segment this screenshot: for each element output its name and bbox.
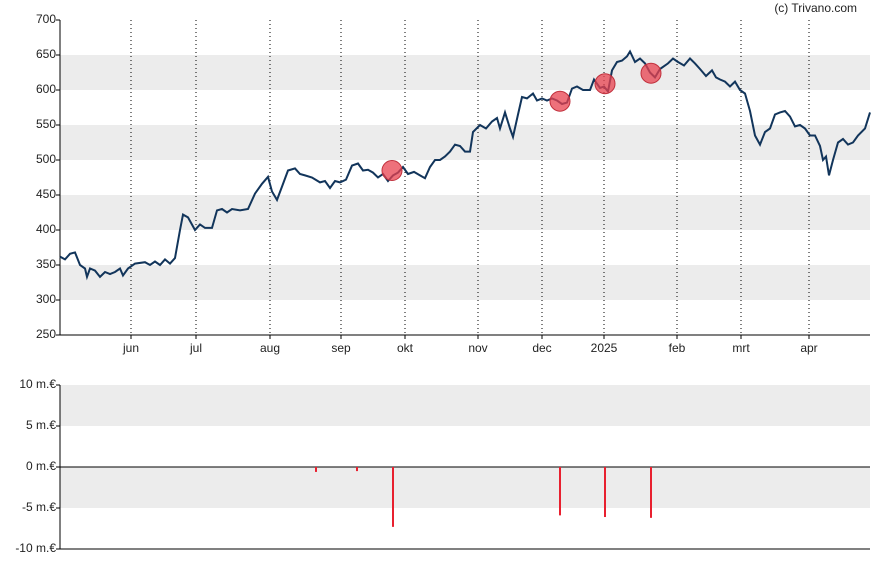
copyright: (c) Trivano.com [774,1,857,15]
transaction-marker [381,160,403,181]
x-tick-label: jun [122,341,139,355]
bar [604,467,606,518]
x-tick-label: mrt [732,341,750,355]
x-tick-label: jul [189,341,202,355]
transaction-marker [594,73,616,95]
x-tick-label: feb [669,341,686,355]
y-tick-label: 650 [36,47,56,61]
x-tick-label: 2025 [591,341,618,355]
price-line [59,49,871,281]
grid-band [60,385,870,426]
y-tick-label: 0 m.€ [26,459,56,473]
bar [392,467,394,527]
y-tick-label: -5 m.€ [22,500,56,514]
grid-band [60,467,870,508]
y-tick-label: 250 [36,327,56,341]
transaction-marker [549,90,571,112]
grid-band [60,55,870,90]
bar [315,467,317,472]
x-tick-label: sep [331,341,351,355]
y-tick-label: 700 [36,12,56,26]
y-tick-label: 500 [36,152,56,166]
y-tick-label: -10 m.€ [15,541,56,555]
x-tick-label: dec [532,341,551,355]
grid-band [60,265,870,300]
x-tick-label: apr [800,341,817,355]
y-tick-label: 550 [36,117,56,131]
y-tick-label: 350 [36,257,56,271]
bar [559,467,561,516]
bar [650,467,652,518]
grid-band [60,195,870,230]
y-tick-label: 600 [36,82,56,96]
x-tick-label: aug [260,341,280,355]
y-tick-label: 450 [36,187,56,201]
x-tick-label: okt [397,341,414,355]
y-tick-label: 300 [36,292,56,306]
grid-band [60,125,870,160]
x-tick-label: nov [468,341,487,355]
y-tick-label: 400 [36,222,56,236]
transaction-marker [640,62,662,84]
bar [356,467,358,472]
y-tick-label: 5 m.€ [26,418,56,432]
y-tick-label: 10 m.€ [19,377,56,391]
